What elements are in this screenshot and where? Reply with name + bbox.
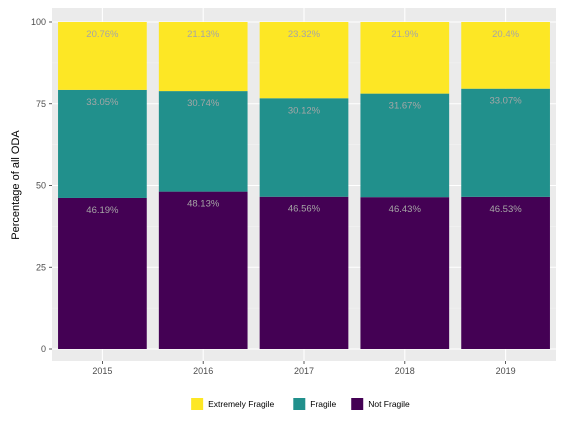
bar-fragile-2015 xyxy=(58,89,147,198)
bar-extremely-fragile-2019 xyxy=(461,22,550,89)
bar-not-fragile-2018 xyxy=(360,197,450,349)
legend-label-not-fragile: Not Fragile xyxy=(368,399,410,409)
bar-not-fragile-2015 xyxy=(58,197,147,349)
bar-not-fragile-2017 xyxy=(259,196,349,349)
data-label-extremely-fragile-2019: 20.4% xyxy=(492,29,519,40)
data-label-not-fragile-2017: 46.56% xyxy=(288,204,321,215)
data-label-extremely-fragile-2018: 21.9% xyxy=(391,29,418,40)
x-tick-label-2015: 2015 xyxy=(92,366,112,376)
bars xyxy=(58,22,550,349)
bar-fragile-2019 xyxy=(461,88,550,197)
data-label-not-fragile-2019: 46.53% xyxy=(489,204,522,215)
data-label-not-fragile-2018: 46.43% xyxy=(389,204,422,215)
bar-fragile-2017 xyxy=(259,98,349,197)
legend-key-not-fragile xyxy=(351,398,364,410)
legend: Extremely Fragile Fragile Not Fragile xyxy=(191,398,410,410)
bar-fragile-2018 xyxy=(360,93,450,198)
data-label-fragile-2019: 33.07% xyxy=(489,96,522,107)
x-tick-label-2016: 2016 xyxy=(193,366,213,376)
y-axis: 0 25 50 75 100 xyxy=(31,17,52,354)
data-label-fragile-2015: 33.05% xyxy=(86,97,119,108)
x-tick-label-2019: 2019 xyxy=(496,366,516,376)
bar-extremely-fragile-2016 xyxy=(158,22,248,92)
data-label-fragile-2018: 31.67% xyxy=(389,101,422,112)
legend-label-fragile: Fragile xyxy=(310,399,336,409)
bar-fragile-2016 xyxy=(158,91,248,192)
bar-extremely-fragile-2015 xyxy=(58,22,147,90)
legend-key-extremely-fragile xyxy=(191,398,204,410)
bar-not-fragile-2016 xyxy=(158,191,248,349)
y-tick-label: 100 xyxy=(31,17,46,27)
data-label-extremely-fragile-2015: 20.76% xyxy=(86,29,119,40)
data-label-not-fragile-2016: 48.13% xyxy=(187,199,220,210)
bar-not-fragile-2019 xyxy=(461,196,550,349)
data-label-fragile-2017: 30.12% xyxy=(288,105,321,116)
x-tick-label-2017: 2017 xyxy=(294,366,314,376)
x-tick-label-2018: 2018 xyxy=(395,366,415,376)
data-labels: 46.19% 33.05% 20.76% 48.13% 30.74% 21.13% 46.5… xyxy=(86,29,522,216)
data-label-fragile-2016: 30.74% xyxy=(187,98,220,109)
y-tick-label: 50 xyxy=(36,181,46,191)
y-tick-label: 25 xyxy=(36,262,46,272)
data-label-extremely-fragile-2017: 23.32% xyxy=(288,29,321,40)
data-label-extremely-fragile-2016: 21.13% xyxy=(187,29,220,40)
y-axis-title: Percentage of all ODA xyxy=(10,130,22,240)
legend-label-extremely-fragile: Extremely Fragile xyxy=(208,399,274,409)
y-tick-label: 75 xyxy=(36,99,46,109)
bar-extremely-fragile-2018 xyxy=(360,22,450,94)
legend-key-fragile xyxy=(293,398,306,410)
data-label-not-fragile-2015: 46.19% xyxy=(86,205,119,216)
bar-extremely-fragile-2017 xyxy=(259,22,349,99)
x-axis: 2015 2016 2017 2018 2019 xyxy=(92,361,516,376)
y-tick-label: 0 xyxy=(41,344,46,354)
